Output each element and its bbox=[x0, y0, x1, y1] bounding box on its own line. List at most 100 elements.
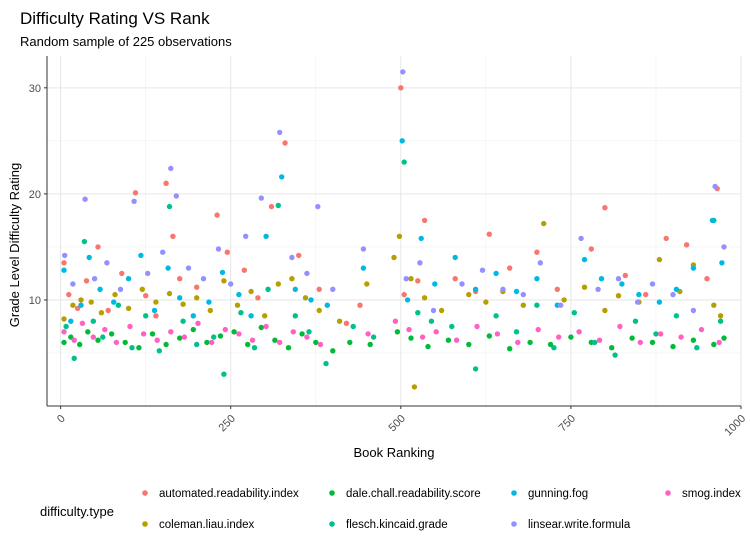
legend-title: difficulty.type bbox=[40, 504, 114, 519]
data-point bbox=[535, 326, 541, 333]
data-point bbox=[149, 331, 156, 337]
plot-area bbox=[47, 56, 741, 406]
data-point bbox=[296, 252, 302, 259]
data-point bbox=[596, 337, 603, 343]
data-point bbox=[615, 293, 622, 299]
data-point bbox=[83, 278, 90, 284]
legend-swatch bbox=[329, 490, 335, 496]
data-point bbox=[520, 291, 526, 298]
data-point bbox=[367, 341, 373, 348]
data-point bbox=[421, 217, 428, 224]
legend-swatch bbox=[329, 521, 335, 527]
data-point bbox=[81, 238, 88, 245]
data-point bbox=[602, 307, 608, 314]
data-point bbox=[637, 339, 643, 346]
data-point bbox=[272, 337, 278, 343]
data-point bbox=[180, 318, 186, 324]
data-point bbox=[394, 329, 401, 335]
data-point bbox=[551, 345, 557, 351]
y-axis-title: Grade Level Difficulty Rating bbox=[7, 163, 22, 328]
data-point bbox=[105, 307, 111, 314]
data-point bbox=[513, 329, 520, 335]
data-point bbox=[716, 339, 722, 346]
data-point bbox=[629, 335, 635, 341]
data-point bbox=[343, 320, 350, 326]
data-point bbox=[418, 235, 424, 242]
data-point bbox=[153, 299, 159, 305]
data-point bbox=[350, 323, 356, 330]
data-point bbox=[466, 291, 472, 298]
data-point bbox=[88, 299, 94, 305]
legend-label: automated.readability.index bbox=[159, 488, 299, 500]
data-point bbox=[166, 290, 173, 297]
data-point bbox=[571, 310, 577, 316]
data-point bbox=[61, 252, 68, 259]
data-point bbox=[91, 276, 98, 282]
data-point bbox=[282, 140, 288, 146]
data-point bbox=[236, 291, 242, 298]
data-point bbox=[694, 345, 700, 351]
data-point bbox=[581, 256, 588, 263]
data-point bbox=[206, 299, 212, 305]
data-point bbox=[632, 318, 639, 324]
data-point bbox=[500, 286, 506, 292]
data-point bbox=[139, 286, 145, 292]
data-point bbox=[588, 246, 594, 252]
data-point bbox=[119, 270, 125, 277]
data-point bbox=[711, 341, 717, 348]
data-point bbox=[79, 320, 86, 326]
data-point bbox=[306, 329, 312, 335]
legend-label: gunning.fog bbox=[528, 488, 588, 500]
data-points bbox=[61, 69, 727, 390]
data-point bbox=[449, 323, 455, 330]
data-point bbox=[404, 297, 411, 303]
data-point bbox=[209, 339, 215, 346]
data-point bbox=[165, 265, 171, 271]
data-point bbox=[347, 339, 353, 346]
data-point bbox=[163, 180, 169, 186]
data-point bbox=[214, 212, 220, 218]
data-point bbox=[82, 196, 88, 202]
data-point bbox=[534, 249, 540, 255]
data-point bbox=[592, 339, 598, 346]
data-point bbox=[370, 334, 377, 340]
data-point bbox=[698, 326, 705, 333]
data-point bbox=[185, 265, 192, 271]
data-point bbox=[598, 276, 605, 282]
data-point bbox=[71, 337, 77, 343]
data-point bbox=[190, 326, 196, 333]
data-point bbox=[61, 316, 67, 322]
data-point bbox=[112, 291, 118, 298]
data-point bbox=[66, 291, 72, 298]
data-point bbox=[717, 318, 724, 324]
data-point bbox=[61, 260, 67, 266]
data-point bbox=[357, 302, 363, 308]
data-point bbox=[279, 174, 285, 180]
data-point bbox=[100, 334, 106, 340]
data-point bbox=[224, 249, 230, 255]
data-point bbox=[304, 334, 310, 340]
data-point bbox=[71, 355, 77, 361]
data-point bbox=[277, 129, 283, 136]
data-point bbox=[313, 339, 319, 346]
data-point bbox=[721, 335, 727, 341]
data-point bbox=[222, 326, 228, 333]
data-point bbox=[143, 313, 149, 319]
data-point bbox=[258, 195, 264, 201]
data-point bbox=[513, 288, 520, 295]
data-point bbox=[472, 366, 479, 372]
data-point bbox=[243, 233, 249, 239]
data-point bbox=[190, 313, 196, 319]
data-point bbox=[415, 310, 421, 316]
data-point bbox=[74, 305, 81, 312]
data-point bbox=[612, 352, 618, 358]
data-point bbox=[170, 233, 176, 239]
data-point bbox=[115, 302, 122, 308]
data-point bbox=[403, 276, 409, 282]
data-point bbox=[466, 341, 472, 348]
data-point bbox=[391, 254, 397, 261]
data-point bbox=[617, 323, 623, 330]
data-point bbox=[568, 334, 574, 340]
data-point bbox=[425, 343, 431, 350]
